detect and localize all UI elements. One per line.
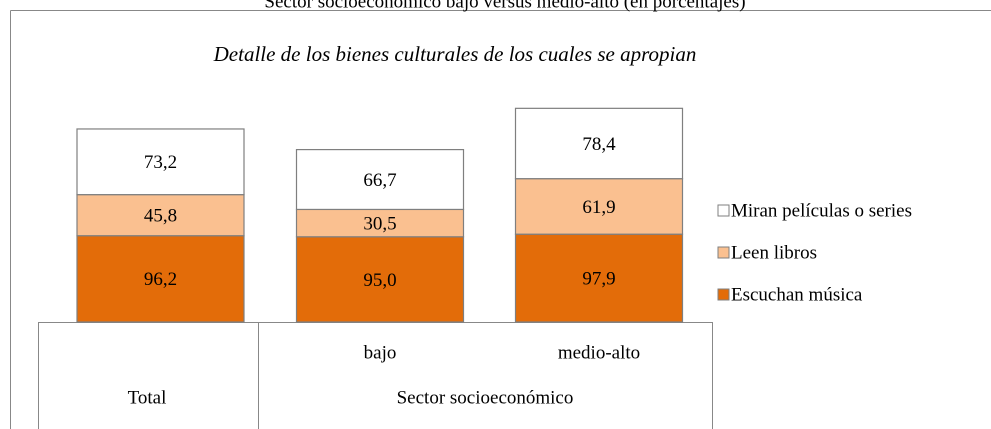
legend-swatch <box>717 288 730 301</box>
value-label: 30,5 <box>363 213 396 234</box>
bar-segment <box>295 148 465 211</box>
x-tick-label: bajo <box>364 342 397 363</box>
value-label: 61,9 <box>582 197 615 218</box>
bar-segment <box>76 194 245 237</box>
legend-swatch <box>717 204 730 217</box>
value-label: 73,2 <box>144 152 177 173</box>
group-label: Sector socioeconómico <box>397 387 574 408</box>
chart-title: Sector socioeconómico bajo versus medio-… <box>264 0 745 12</box>
value-label: 45,8 <box>144 206 177 227</box>
x-tick-label: Total <box>128 387 167 408</box>
value-label: 97,9 <box>582 268 615 289</box>
legend-label: Leen libros <box>731 242 817 263</box>
value-label: 96,2 <box>144 269 177 290</box>
value-label: 66,7 <box>363 170 396 191</box>
legend-label: Escuchan música <box>731 284 863 305</box>
bar-segment <box>514 107 684 180</box>
chart-subtitle: Detalle de los bienes culturales de los … <box>213 42 697 66</box>
bar-segment <box>76 128 245 196</box>
legend-swatch <box>717 246 730 259</box>
legend-label: Miran películas o series <box>731 200 912 221</box>
bar-segment <box>76 235 245 323</box>
x-tick-label: medio-alto <box>558 342 640 363</box>
value-label: 78,4 <box>582 134 616 155</box>
value-label: 95,0 <box>363 270 396 291</box>
bar-segment <box>295 208 465 238</box>
bar-segment <box>514 233 684 323</box>
bar-segment <box>514 178 684 235</box>
